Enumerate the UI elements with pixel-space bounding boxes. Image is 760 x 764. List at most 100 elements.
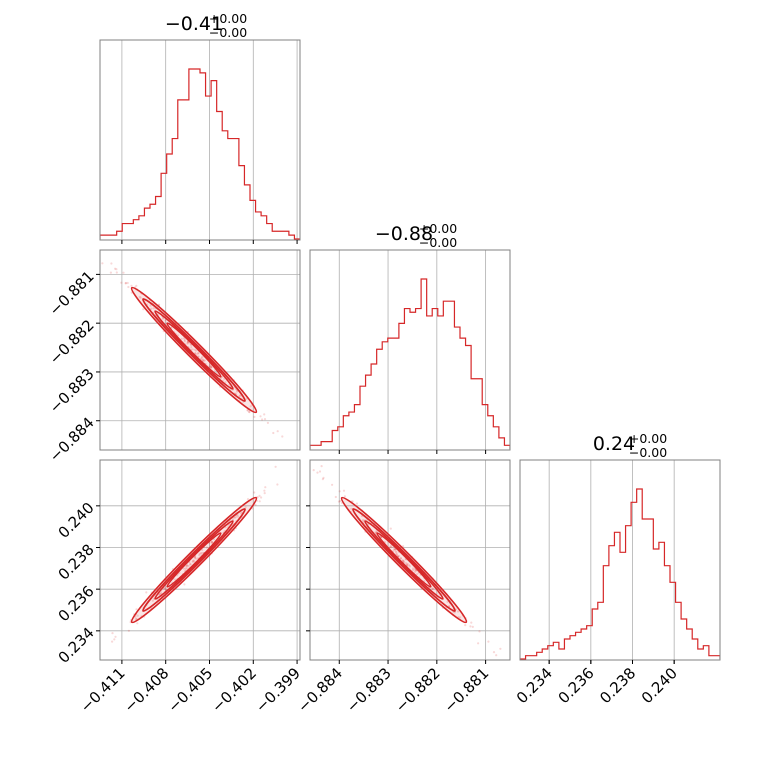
sample-point (185, 564, 189, 567)
sample-point (478, 630, 481, 633)
sample-point (111, 632, 114, 635)
sample-point (412, 567, 415, 570)
contour-level-3 (376, 532, 432, 588)
sample-point (127, 285, 130, 289)
sample-point (149, 304, 152, 307)
sample-point (276, 430, 279, 433)
contour-group-1-0 (101, 262, 284, 438)
sample-point (124, 281, 127, 285)
contour-level-3 (166, 532, 222, 588)
panel-border (309, 459, 511, 661)
sample-point (194, 352, 197, 355)
sample-point (379, 536, 383, 539)
sample-point (355, 502, 358, 505)
sample-point (245, 397, 248, 400)
contour-level-0 (340, 496, 468, 624)
sample-point (234, 392, 237, 395)
sample-point (201, 548, 204, 552)
sample-point (195, 349, 198, 352)
sample-point (248, 411, 251, 414)
title-plus-error-2: +0.00 (629, 431, 667, 446)
sample-point (219, 377, 222, 380)
sample-point (398, 555, 401, 558)
sample-point (164, 588, 167, 591)
sample-point (160, 592, 163, 595)
sample-point (130, 284, 133, 287)
sample-point (469, 625, 472, 628)
sample-point (189, 563, 192, 566)
contour-level-2 (154, 310, 234, 390)
sample-point (113, 638, 116, 641)
sample-point (456, 610, 460, 613)
y-tick-label: 0.240 (55, 499, 98, 542)
sample-point (236, 514, 239, 517)
sample-point (228, 523, 231, 526)
sample-point (164, 319, 167, 322)
sample-point (318, 470, 322, 473)
sample-point (402, 545, 405, 548)
panel-2-2 (548, 460, 675, 660)
sample-point (203, 359, 206, 362)
title-minus-error-2: −0.00 (629, 445, 667, 460)
sample-point (276, 483, 279, 486)
sample-point (135, 284, 138, 287)
sample-point (198, 552, 201, 556)
sample-point (81, 672, 83, 674)
sample-point (145, 591, 148, 594)
sample-point (151, 599, 154, 602)
sample-point (193, 556, 196, 559)
histogram-1 (310, 278, 510, 449)
panel-border (99, 39, 301, 241)
sample-point (157, 303, 161, 306)
sample-point (312, 469, 315, 472)
contour-level-0 (130, 496, 258, 624)
contour-level-1 (142, 508, 246, 612)
sample-point (413, 570, 417, 574)
sample-point (389, 546, 392, 549)
sample-point (211, 540, 214, 544)
sample-point (446, 600, 449, 604)
sample-point (263, 489, 266, 492)
sample-point (197, 352, 200, 355)
sample-point (223, 377, 226, 380)
sample-point (405, 563, 409, 566)
sample-point (201, 356, 204, 359)
sample-point (322, 476, 325, 479)
histogram-title-1: −0.88 (375, 223, 433, 245)
panel-border (519, 459, 721, 661)
x-tick-label: −0.405 (164, 664, 216, 716)
y-tick-label: −0.883 (46, 365, 98, 417)
sample-point (343, 495, 346, 498)
sample-point (199, 552, 202, 555)
sample-point (237, 515, 240, 518)
sample-point (408, 565, 411, 568)
sample-point (239, 512, 242, 515)
sample-point (139, 296, 142, 299)
sample-point (115, 268, 118, 271)
sample-point (189, 563, 192, 566)
sample-point (259, 415, 262, 418)
sample-point (401, 559, 404, 562)
sample-point (88, 660, 90, 662)
sample-point (416, 572, 419, 576)
sample-point (158, 593, 161, 596)
sample-point (136, 614, 139, 617)
panel-border (309, 249, 511, 451)
contour-level-1 (142, 298, 246, 402)
sample-point (399, 557, 402, 560)
contour-level-1 (352, 508, 456, 612)
sample-point (431, 587, 434, 590)
panel-1-0 (100, 250, 300, 450)
x-tick-label: 0.234 (513, 664, 556, 707)
sample-point (195, 557, 198, 560)
contour-level-2 (364, 520, 444, 600)
sample-point (337, 500, 341, 503)
contour-group-2-0 (81, 465, 279, 674)
x-tick-label: 0.238 (596, 664, 639, 707)
sample-point (406, 562, 409, 565)
sample-point (122, 271, 125, 274)
sample-point (399, 557, 403, 560)
sample-point (258, 500, 261, 503)
sample-point (477, 642, 480, 645)
